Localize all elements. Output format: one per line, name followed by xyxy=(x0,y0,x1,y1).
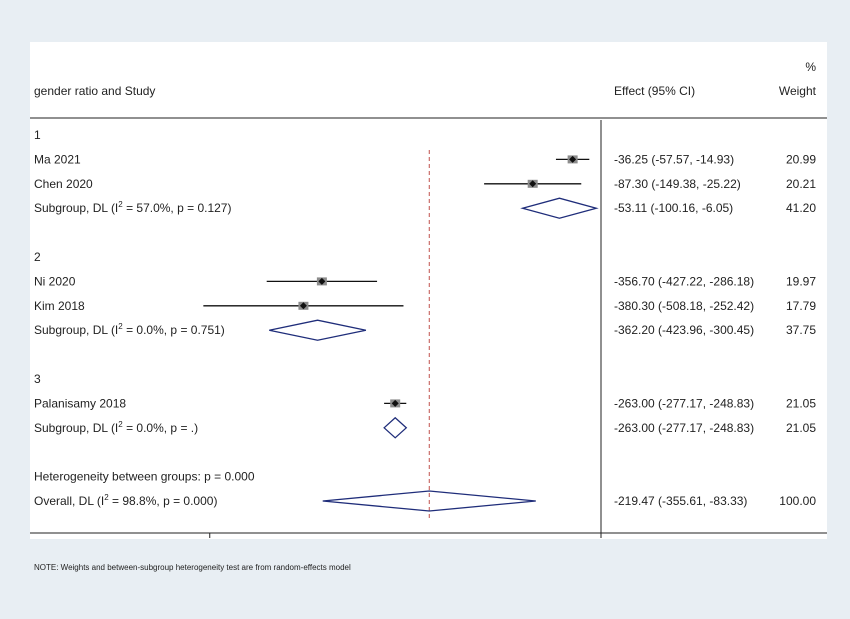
subgroup-diamond xyxy=(383,416,408,439)
subgroup-effect-value: -362.20 (-423.96, -300.45) xyxy=(614,323,754,337)
subgroup-heading: 2 xyxy=(34,250,41,264)
effect-column-header: Effect (95% CI) xyxy=(614,84,695,98)
heterogeneity-text: Heterogeneity between groups: p = 0.000 xyxy=(34,470,255,484)
effect-value: -356.70 (-427.22, -286.18) xyxy=(614,274,754,288)
overall-effect-value: -219.47 (-355.61, -83.33) xyxy=(614,494,747,508)
subgroup-diamond xyxy=(520,197,599,219)
point-estimate-marker xyxy=(318,277,326,285)
overall-label: Overall, DL (I2 = 98.8%, p = 0.000) xyxy=(34,493,217,508)
subgroup-effect-value: -263.00 (-277.17, -248.83) xyxy=(614,421,754,435)
overall-diamond xyxy=(322,490,536,512)
study-column-header: gender ratio and Study xyxy=(34,84,155,98)
point-estimate-marker xyxy=(529,180,537,188)
effect-value: -263.00 (-277.17, -248.83) xyxy=(614,396,754,410)
subgroup-weight-value: 41.20 xyxy=(786,201,816,215)
plot-panel: gender ratio and Study Effect (95% CI)% We… xyxy=(30,42,827,539)
effect-value: -36.25 (-57.57, -14.93) xyxy=(614,152,734,166)
weight-value: 20.99 xyxy=(786,152,816,166)
study-label: Ma 2021 xyxy=(34,152,81,166)
subgroup-diamond xyxy=(269,319,367,341)
point-estimate-marker xyxy=(391,399,399,407)
study-label: Chen 2020 xyxy=(34,177,93,191)
subgroup-heading: 1 xyxy=(34,128,41,142)
effect-value: -380.30 (-508.18, -252.42) xyxy=(614,299,754,313)
subgroup-effect-value: -53.11 (-100.16, -6.05) xyxy=(614,201,733,215)
forest-plot: gender ratio and Study Effect (95% CI)% We… xyxy=(30,60,827,538)
weight-percent-header: % xyxy=(805,60,816,74)
study-label: Palanisamy 2018 xyxy=(34,396,126,410)
weight-value: 21.05 xyxy=(786,396,816,410)
study-label: Ni 2020 xyxy=(34,274,76,288)
subgroup-weight-value: 21.05 xyxy=(786,421,816,435)
subgroup-label: Subgroup, DL (I2 = 0.0%, p = .) xyxy=(34,420,198,435)
study-label: Kim 2018 xyxy=(34,299,85,313)
point-estimate-marker xyxy=(299,302,307,310)
weight-column-header: Weight xyxy=(779,84,817,98)
subgroup-heading: 3 xyxy=(34,372,41,386)
subgroup-label: Subgroup, DL (I2 = 0.0%, p = 0.751) xyxy=(34,322,225,337)
footnote: NOTE: Weights and between-subgroup heter… xyxy=(34,563,351,572)
overall-weight-value: 100.00 xyxy=(779,494,816,508)
weight-value: 19.97 xyxy=(786,274,816,288)
weight-value: 20.21 xyxy=(786,177,816,191)
subgroup-weight-value: 37.75 xyxy=(786,323,816,337)
point-estimate-marker xyxy=(569,155,577,163)
subgroup-label: Subgroup, DL (I2 = 57.0%, p = 0.127) xyxy=(34,200,231,215)
weight-value: 17.79 xyxy=(786,299,816,313)
effect-value: -87.30 (-149.38, -25.22) xyxy=(614,177,741,191)
